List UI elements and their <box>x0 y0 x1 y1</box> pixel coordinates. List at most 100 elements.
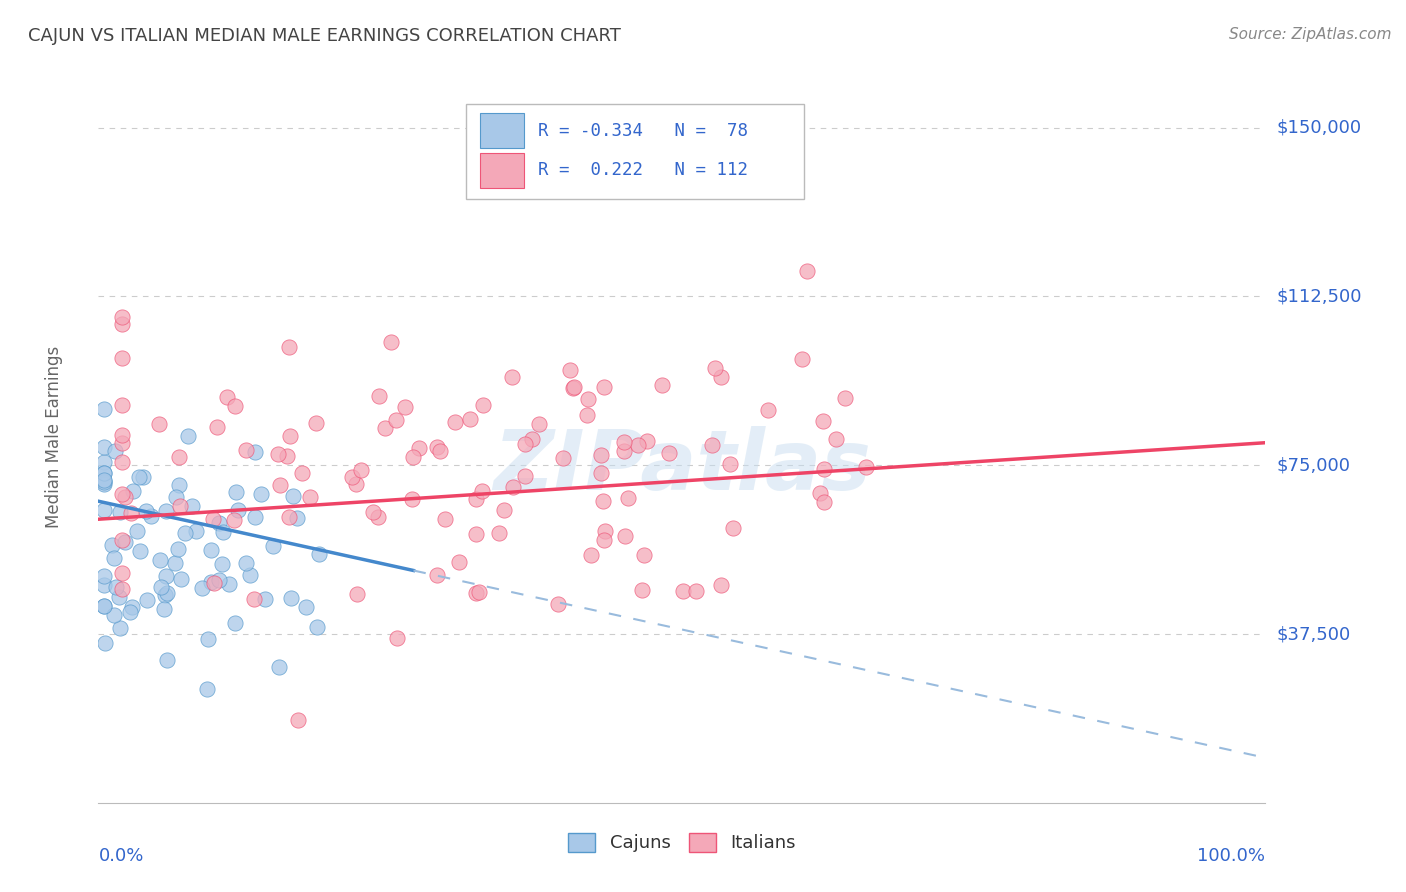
Point <box>718 457 741 471</box>
Point <box>384 413 406 427</box>
Point <box>472 398 495 412</box>
Point <box>156 586 179 600</box>
Point <box>166 542 188 557</box>
Point <box>592 494 614 508</box>
Point <box>93 473 115 487</box>
Point <box>825 432 848 446</box>
Point <box>700 437 723 451</box>
Point <box>111 533 134 547</box>
Point <box>367 510 389 524</box>
Point <box>444 415 467 429</box>
Point <box>367 389 389 403</box>
Point <box>613 434 636 449</box>
Point <box>155 503 177 517</box>
Point <box>855 460 877 475</box>
Point <box>94 636 117 650</box>
Point <box>226 503 249 517</box>
Text: $112,500: $112,500 <box>1277 287 1362 305</box>
Point <box>111 318 134 332</box>
Point <box>163 556 186 570</box>
Point <box>93 440 115 454</box>
Point <box>249 486 271 500</box>
Point <box>169 500 191 514</box>
Point <box>235 557 257 571</box>
Point <box>276 449 298 463</box>
Text: R = -0.334   N =  78: R = -0.334 N = 78 <box>538 121 748 140</box>
Point <box>756 403 779 417</box>
Point <box>108 621 131 635</box>
Point <box>93 466 115 480</box>
Point <box>245 509 267 524</box>
Point <box>361 505 384 519</box>
Point <box>202 576 225 591</box>
Point <box>243 445 266 459</box>
Point <box>155 568 177 582</box>
Point <box>576 392 599 406</box>
Point <box>120 506 142 520</box>
Point <box>465 492 488 507</box>
Point <box>200 574 222 589</box>
Point <box>93 503 115 517</box>
Point <box>121 599 143 614</box>
Point <box>253 592 276 607</box>
Point <box>191 581 214 595</box>
Point <box>792 351 814 366</box>
Text: Median Male Earnings: Median Male Earnings <box>45 346 63 528</box>
Point <box>813 494 835 508</box>
Point <box>278 429 301 443</box>
Point <box>167 477 190 491</box>
Point <box>308 548 330 562</box>
Point <box>153 588 176 602</box>
Text: CAJUN VS ITALIAN MEDIAN MALE EARNINGS CORRELATION CHART: CAJUN VS ITALIAN MEDIAN MALE EARNINGS CO… <box>28 27 621 45</box>
Point <box>551 450 574 465</box>
Point <box>153 602 176 616</box>
Point <box>547 597 569 611</box>
Point <box>617 491 640 505</box>
Point <box>205 420 228 434</box>
Point <box>141 508 163 523</box>
Point <box>132 470 155 484</box>
Point <box>103 608 125 623</box>
Point <box>93 577 115 591</box>
Point <box>592 380 614 394</box>
Point <box>627 438 650 452</box>
Text: 0.0%: 0.0% <box>98 847 143 864</box>
Text: $150,000: $150,000 <box>1277 119 1361 136</box>
Point <box>173 525 195 540</box>
Point <box>93 466 115 480</box>
Point <box>266 447 288 461</box>
Text: 100.0%: 100.0% <box>1198 847 1265 864</box>
Point <box>121 483 143 498</box>
Point <box>101 537 124 551</box>
FancyBboxPatch shape <box>479 153 524 187</box>
Point <box>465 527 488 541</box>
Point <box>218 577 240 591</box>
Point <box>710 370 733 384</box>
Point <box>180 499 202 513</box>
Point <box>176 429 198 443</box>
Point <box>269 478 291 492</box>
Point <box>111 398 134 412</box>
Point <box>111 435 134 450</box>
Point <box>135 504 157 518</box>
Point <box>287 713 309 727</box>
Point <box>111 455 134 469</box>
Point <box>426 440 449 454</box>
Point <box>631 582 654 597</box>
Point <box>492 503 515 517</box>
Point <box>156 652 179 666</box>
Point <box>277 509 299 524</box>
Point <box>527 417 550 431</box>
Point <box>281 489 304 503</box>
Point <box>295 600 318 615</box>
Point <box>721 521 744 535</box>
Point <box>277 340 299 354</box>
Point <box>93 569 115 583</box>
Point <box>93 599 115 613</box>
Point <box>217 390 239 404</box>
Point <box>589 449 612 463</box>
Point <box>651 377 673 392</box>
Point <box>222 513 245 527</box>
Point <box>593 524 616 539</box>
Point <box>225 485 247 500</box>
